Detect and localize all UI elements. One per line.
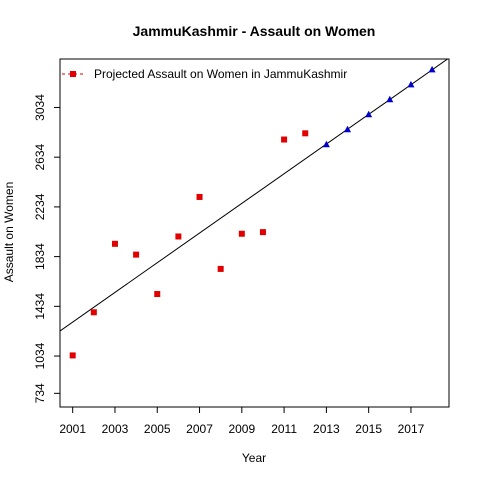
- observed-point: [90, 309, 97, 316]
- observed-point: [217, 265, 224, 272]
- y-tick-label: 3034: [33, 94, 47, 121]
- y-tick-label: 2634: [33, 144, 47, 171]
- x-axis: 2001 2003 2005 2007 2009 2011 2013 2015 2017: [59, 407, 425, 436]
- observed-point: [69, 352, 76, 359]
- x-axis-label: Year: [242, 451, 266, 465]
- x-tick-label: 2015: [355, 422, 382, 436]
- trend-line: [60, 59, 449, 332]
- y-tick-label: 2234: [33, 193, 47, 220]
- x-tick-label: 2003: [102, 422, 129, 436]
- projected-point: [344, 125, 352, 133]
- data-points: [69, 65, 436, 359]
- observed-point: [238, 230, 245, 237]
- legend-entry: Projected Assault on Women in JammuKashm…: [94, 67, 347, 81]
- x-tick-label: 2011: [271, 422, 297, 436]
- y-axis: 734 1034 1434 1834 2234 2634 3034: [33, 94, 60, 403]
- trend-line-group: [60, 59, 449, 332]
- plot-frame: [59, 58, 450, 408]
- x-tick-label: 2013: [313, 422, 340, 436]
- legend-marker: [70, 71, 76, 77]
- y-axis-label: Assault on Women: [2, 182, 16, 283]
- observed-point: [281, 136, 288, 143]
- projected-point: [428, 65, 436, 73]
- y-tick-label: 1034: [33, 342, 47, 369]
- x-tick-label: 2009: [228, 422, 255, 436]
- observed-point: [111, 240, 118, 247]
- observed-point: [154, 291, 161, 298]
- chart-title: JammuKashmir - Assault on Women: [133, 23, 376, 39]
- projected-point: [365, 110, 373, 118]
- y-tick-label: 1834: [33, 243, 47, 270]
- x-tick-label: 2007: [186, 422, 213, 436]
- y-tick-label: 1434: [33, 293, 47, 320]
- x-tick-label: 2005: [144, 422, 171, 436]
- x-tick-label: 2017: [398, 422, 425, 436]
- y-tick-label: 734: [33, 383, 47, 403]
- projected-point: [407, 80, 415, 88]
- observed-point: [302, 130, 309, 137]
- observed-point: [175, 233, 182, 240]
- observed-point: [259, 229, 266, 236]
- observed-point: [196, 193, 203, 200]
- x-tick-label: 2001: [59, 422, 86, 436]
- projected-point: [322, 140, 330, 148]
- projected-point: [386, 95, 394, 103]
- legend: Projected Assault on Women in JammuKashm…: [62, 67, 347, 81]
- observed-point: [133, 251, 140, 258]
